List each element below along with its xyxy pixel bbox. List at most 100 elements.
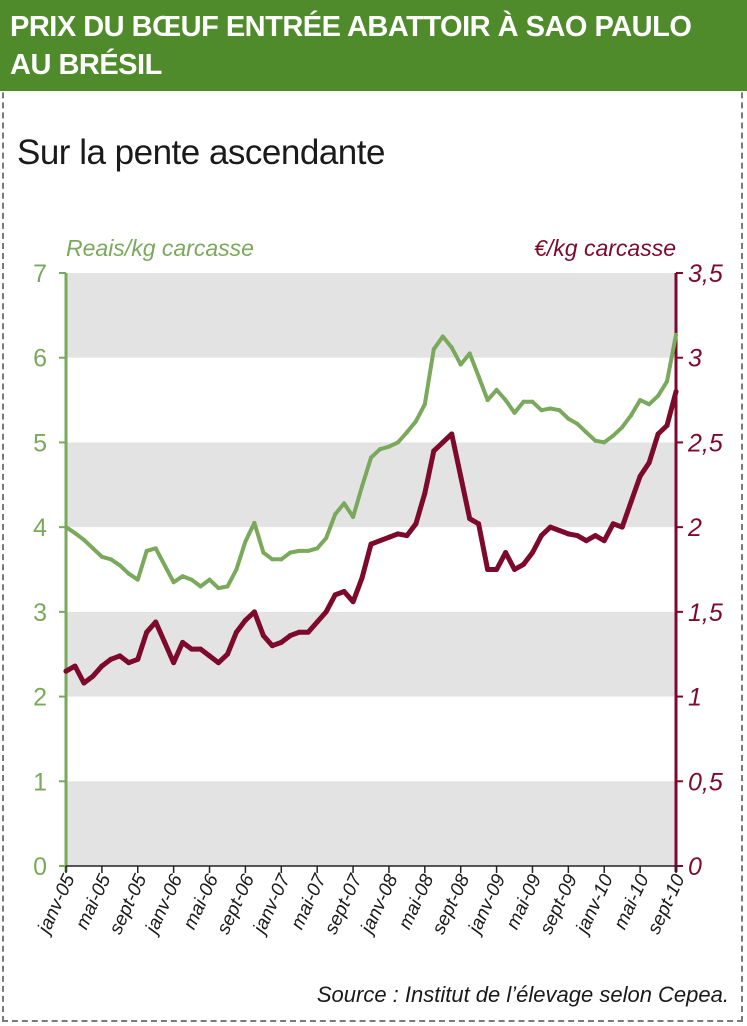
euro-data-point bbox=[99, 663, 105, 669]
reais-data-point bbox=[476, 374, 481, 379]
reais-data-point bbox=[386, 444, 391, 449]
left-axis-tick-label: 5 bbox=[33, 429, 47, 457]
euro-data-point bbox=[574, 533, 580, 539]
euro-data-point bbox=[565, 531, 571, 537]
euro-data-point bbox=[664, 422, 670, 428]
reais-data-point bbox=[144, 548, 149, 553]
euro-data-point bbox=[449, 431, 455, 437]
reais-data-point bbox=[602, 440, 607, 445]
euro-data-point bbox=[610, 521, 616, 527]
euro-data-point bbox=[646, 460, 652, 466]
reais-data-point bbox=[216, 586, 221, 591]
euro-data-point bbox=[494, 567, 500, 572]
euro-data-point bbox=[485, 567, 491, 572]
euro-data-point bbox=[556, 528, 562, 534]
right-axis-tick-label: 1 bbox=[688, 684, 702, 712]
reais-data-point bbox=[485, 398, 490, 403]
reais-data-point bbox=[395, 440, 400, 445]
euro-data-point bbox=[422, 490, 428, 496]
reais-data-point bbox=[333, 512, 338, 517]
reais-data-point bbox=[99, 554, 104, 559]
euro-data-point bbox=[673, 389, 679, 395]
reais-data-point bbox=[135, 577, 140, 582]
euro-data-point bbox=[628, 499, 634, 505]
reais-data-point bbox=[234, 567, 239, 572]
euro-data-point bbox=[81, 680, 87, 686]
euro-data-point bbox=[332, 592, 338, 598]
reais-data-point bbox=[117, 563, 122, 568]
reais-data-point bbox=[297, 548, 302, 553]
euro-data-point bbox=[386, 534, 392, 540]
reais-data-point bbox=[584, 430, 589, 435]
reais-data-point bbox=[90, 546, 95, 551]
euro-data-point bbox=[287, 633, 293, 639]
euro-data-point bbox=[395, 531, 401, 537]
left-axis-tick-label: 7 bbox=[33, 260, 47, 288]
reais-data-point bbox=[225, 584, 230, 589]
reais-data-point bbox=[108, 557, 113, 562]
reais-data-point bbox=[207, 577, 212, 582]
euro-data-point bbox=[503, 550, 509, 556]
reais-data-point bbox=[72, 531, 77, 536]
euro-data-point bbox=[368, 541, 374, 547]
reais-data-point bbox=[189, 577, 194, 582]
euro-data-point bbox=[529, 550, 535, 556]
euro-data-point bbox=[458, 473, 464, 479]
euro-data-point bbox=[323, 609, 329, 615]
reais-data-point bbox=[512, 410, 517, 415]
euro-data-point bbox=[341, 589, 347, 595]
reais-data-point bbox=[81, 537, 86, 542]
euro-data-point bbox=[242, 617, 248, 623]
chart-subtitle: Sur la pente ascendante bbox=[17, 133, 385, 172]
source-note: Source : Institut de l’élevage selon Cep… bbox=[316, 982, 729, 1007]
right-axis-tick-label: 1,5 bbox=[688, 599, 723, 627]
right-axis-tick-label: 2 bbox=[687, 514, 702, 542]
reais-data-point bbox=[377, 447, 382, 452]
euro-data-point bbox=[117, 653, 123, 659]
euro-data-point bbox=[207, 653, 213, 659]
grid-band bbox=[66, 273, 676, 358]
reais-data-point bbox=[306, 548, 311, 553]
euro-data-point bbox=[314, 619, 320, 625]
reais-data-point bbox=[162, 563, 167, 568]
right-axis-tick-label: 0,5 bbox=[688, 768, 723, 796]
euro-data-point bbox=[198, 646, 204, 652]
right-axis-title: €/kg carcasse bbox=[534, 235, 676, 261]
euro-data-point bbox=[216, 660, 221, 666]
euro-data-point bbox=[538, 533, 544, 539]
euro-data-point bbox=[180, 639, 186, 645]
euro-data-point bbox=[296, 629, 302, 635]
reais-data-point bbox=[521, 399, 526, 404]
reais-data-point bbox=[566, 416, 571, 421]
left-axis-tick-label: 4 bbox=[33, 514, 47, 542]
grid-band bbox=[66, 781, 676, 866]
euro-data-point bbox=[601, 538, 607, 544]
reais-data-point bbox=[252, 520, 257, 525]
right-axis-tick-label: 0 bbox=[688, 853, 702, 881]
euro-data-point bbox=[90, 673, 96, 679]
euro-data-point bbox=[269, 643, 275, 649]
reais-data-point bbox=[198, 584, 203, 589]
reais-data-point bbox=[440, 334, 445, 339]
euro-data-point bbox=[350, 599, 356, 605]
reais-data-point bbox=[629, 413, 634, 418]
euro-data-point bbox=[278, 639, 284, 645]
euro-data-point bbox=[592, 533, 598, 539]
right-axis-tick-label: 2,5 bbox=[687, 429, 723, 457]
reais-data-point bbox=[431, 347, 436, 352]
euro-data-point bbox=[72, 663, 78, 669]
euro-data-point bbox=[144, 629, 150, 635]
reais-data-point bbox=[270, 557, 275, 562]
euro-data-point bbox=[135, 656, 141, 662]
reais-data-point bbox=[126, 571, 131, 576]
reais-data-point bbox=[360, 484, 365, 489]
euro-data-point bbox=[655, 431, 661, 437]
euro-data-point bbox=[521, 561, 526, 567]
euro-data-point bbox=[260, 633, 266, 639]
right-axis-tick-label: 3,5 bbox=[688, 260, 723, 288]
left-axis-tick-label: 3 bbox=[33, 599, 47, 627]
reais-data-point bbox=[647, 402, 652, 407]
reais-data-point bbox=[180, 574, 185, 579]
reais-data-point bbox=[539, 408, 544, 413]
